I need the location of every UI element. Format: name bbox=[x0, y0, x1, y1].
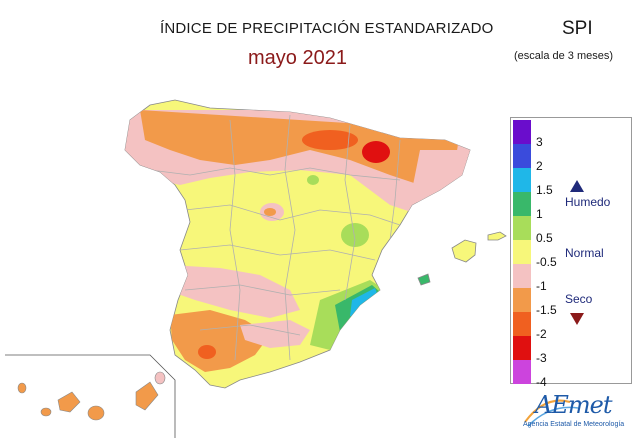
legend-tick-label: -2 bbox=[536, 327, 547, 341]
aemet-logo-subtext: Agencia Estatal de Meteorología bbox=[523, 421, 625, 428]
index-name: SPI bbox=[562, 18, 593, 39]
legend-color-bar bbox=[513, 120, 531, 384]
southwest-pink-zone bbox=[170, 265, 300, 318]
legend-tick-label: 3 bbox=[536, 135, 543, 149]
mallorca bbox=[451, 239, 477, 263]
province-borders bbox=[149, 114, 401, 361]
legend-normal-label: Normal bbox=[565, 246, 604, 260]
south-pink-zone bbox=[240, 320, 310, 348]
canary-inset-frame bbox=[5, 354, 176, 438]
legend-swatch bbox=[513, 240, 531, 264]
canary-island-4 bbox=[87, 405, 105, 421]
legend-swatch bbox=[513, 336, 531, 360]
seco-arrow-icon bbox=[570, 313, 584, 325]
legend-humedo-label: Humedo bbox=[565, 195, 611, 209]
aemet-logo bbox=[524, 399, 579, 427]
legend-swatch bbox=[513, 360, 531, 384]
legend-tick-label: -3 bbox=[536, 351, 547, 365]
legend-swatch bbox=[513, 120, 531, 144]
canary-island-6 bbox=[154, 371, 166, 385]
aemet-logo-text: AEmet bbox=[535, 391, 612, 419]
legend-swatch bbox=[513, 192, 531, 216]
legend-tick-label: -0.5 bbox=[536, 255, 557, 269]
legend-swatch bbox=[513, 264, 531, 288]
humedo-arrow-icon bbox=[570, 180, 584, 192]
north-deep-orange bbox=[302, 130, 358, 150]
legend-swatch bbox=[513, 168, 531, 192]
northeast-pink-zone bbox=[410, 150, 470, 205]
scale-note: (escala de 3 meses) bbox=[514, 50, 614, 62]
legend-tick-label: 1 bbox=[536, 207, 543, 221]
north-red-spot bbox=[362, 141, 390, 163]
map-title: ÍNDICE DE PRECIPITACIÓN ESTANDARIZADO bbox=[160, 20, 494, 37]
legend-swatch bbox=[513, 144, 531, 168]
canary-island-2 bbox=[40, 407, 52, 417]
legend bbox=[510, 117, 632, 384]
south-red-spot bbox=[198, 345, 216, 359]
legend-tick-label: -4 bbox=[536, 375, 547, 389]
legend-swatch bbox=[513, 288, 531, 312]
ibiza bbox=[417, 273, 431, 286]
legend-tick-label: 1.5 bbox=[536, 183, 553, 197]
legend-tick-label: -1 bbox=[536, 279, 547, 293]
canary-island-3 bbox=[57, 391, 81, 413]
east-green-zone bbox=[341, 223, 369, 247]
legend-seco-label: Seco bbox=[565, 292, 593, 306]
north-green-spot bbox=[307, 175, 319, 185]
canary-island-5 bbox=[135, 381, 159, 411]
canary-island-1 bbox=[17, 382, 27, 394]
legend-tick-label: 0.5 bbox=[536, 231, 553, 245]
legend-tick-label: -1.5 bbox=[536, 303, 557, 317]
central-orange-spot bbox=[264, 208, 276, 216]
legend-swatch bbox=[513, 216, 531, 240]
legend-tick-label: 2 bbox=[536, 159, 543, 173]
legend-swatch bbox=[513, 312, 531, 336]
menorca bbox=[487, 231, 507, 241]
map-period: mayo 2021 bbox=[248, 47, 347, 69]
